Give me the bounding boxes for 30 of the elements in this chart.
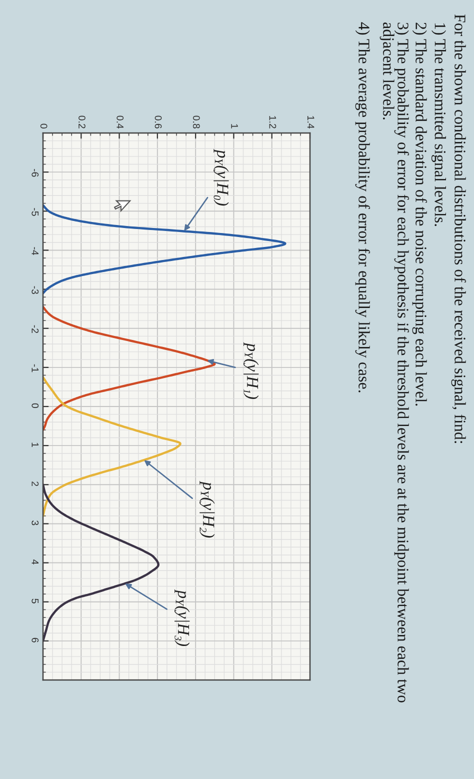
- y-tick-label: 5: [32, 598, 38, 604]
- y-tick-label: 6: [32, 638, 39, 642]
- y-tick-label: 0: [32, 403, 39, 408]
- text: 1) The transmitted signal levels.: [431, 23, 446, 226]
- y-tick-label: 3: [32, 520, 39, 526]
- annotation: p$_{Y}$(y|H₂): [200, 480, 215, 538]
- y-tick-label: -3: [32, 286, 39, 294]
- x-tick-label: 0.6: [154, 116, 162, 128]
- y-tick-label: -5: [32, 208, 38, 216]
- y-tick-label: -2: [32, 325, 39, 333]
- y-tick-label: 4: [32, 559, 38, 564]
- annotation: p$_{Y}$(y|H₁): [244, 342, 259, 399]
- text: 2) The standard deviation of the noise corrupting each level.: [412, 22, 427, 406]
- annotation: p$_{Y}$(y|H₃): [174, 589, 190, 646]
- x-tick-label: 0.2: [78, 116, 86, 128]
- y-tick-label: 1: [32, 442, 38, 447]
- x-tick-label: 0.8: [192, 116, 200, 128]
- x-tick-label: 1.4: [307, 116, 314, 129]
- text: 3) The probability of error for each hypothesis if the threshold levels are at the midpoint between each two adjacent levels.: [380, 22, 409, 702]
- x-tick-label: 0.4: [116, 116, 124, 129]
- x-tick-label: 1: [231, 124, 238, 128]
- y-tick-label: -4: [32, 247, 38, 256]
- annotation: p$_{Y}$(y|H₀): [214, 148, 229, 206]
- y-tick-label: 2: [32, 482, 39, 486]
- text: For the shown conditional distributions of the received signal, find:: [451, 14, 466, 443]
- x-tick-label: 1.2: [269, 116, 276, 128]
- y-tick-label: -1: [32, 364, 38, 372]
- text: 4) The average probability of error for equally likely case.: [355, 22, 370, 392]
- y-tick-label: -6: [32, 168, 39, 177]
- x-tick-label: 0: [40, 124, 48, 128]
